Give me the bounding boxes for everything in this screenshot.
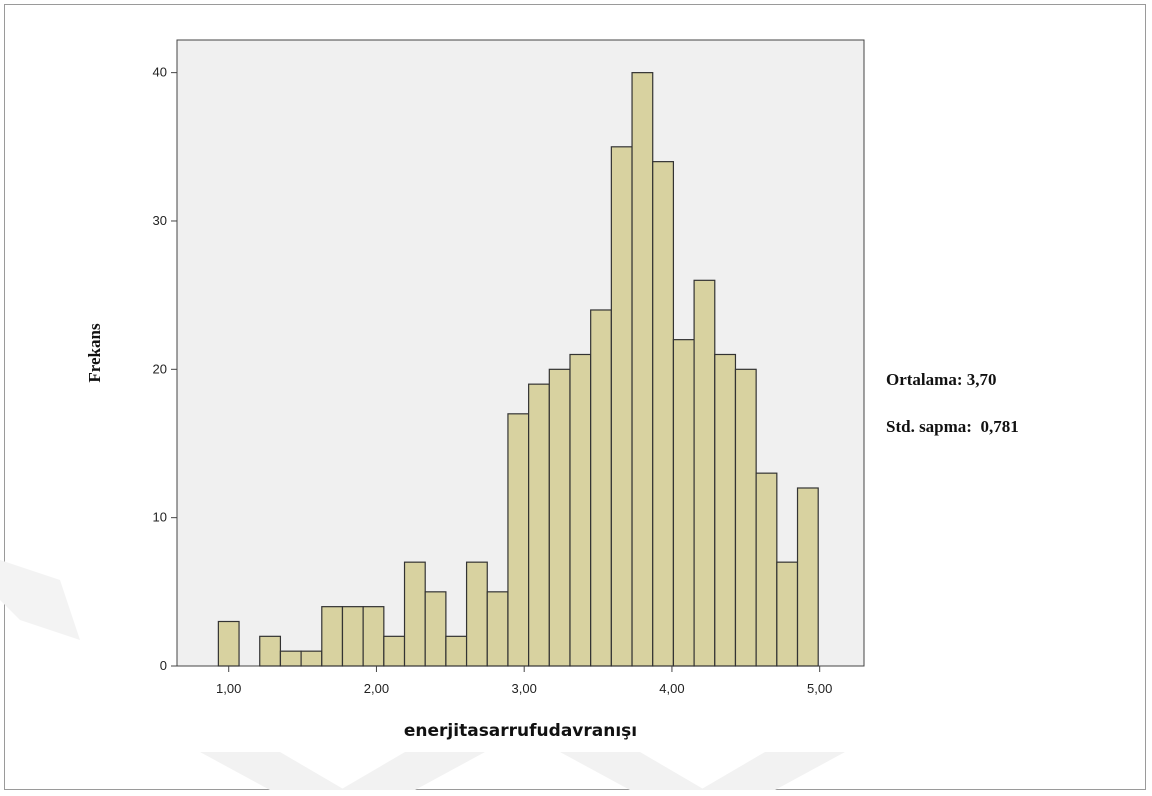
histogram-bar-16 (528, 383, 550, 667)
histogram-bar-9 (383, 635, 406, 667)
histogram-bars (217, 72, 819, 667)
histogram-bar-29 (796, 487, 819, 667)
histogram-bar-6 (321, 606, 344, 667)
histogram-bar-28 (776, 561, 799, 667)
histogram-bar-13 (465, 561, 488, 667)
y-tick-label-10: 10 (153, 510, 167, 525)
histogram-bar-26 (734, 368, 757, 667)
y-tick-label-30: 30 (153, 213, 167, 228)
histogram-bar-25 (714, 353, 737, 667)
y-tick-label-0: 0 (160, 658, 167, 673)
x-axis-title: enerjitasarrufudavranışı (404, 721, 637, 741)
histogram-bar-15 (507, 413, 530, 667)
histogram-bar-18 (569, 353, 592, 667)
histogram-bar-3 (259, 635, 282, 667)
y-axis-title: Frekans (85, 323, 104, 383)
histogram-bar-5 (300, 650, 323, 667)
histogram-bar-27 (755, 472, 778, 667)
histogram-bar-7 (341, 606, 364, 667)
ticks: 0 10 20 30 40 1,00 2,00 3,00 4,00 5,00 (153, 65, 833, 696)
x-tick-label-5: 5,00 (807, 681, 832, 696)
x-tick-label-4: 4,00 (659, 681, 684, 696)
histogram-bar-10 (403, 561, 426, 667)
histogram-bar-14 (486, 591, 509, 667)
std-dev-label: Std. sapma: 0,781 (886, 417, 1019, 436)
histogram-bar-1 (217, 620, 240, 667)
histogram-bar-22 (652, 161, 675, 667)
y-tick-label-40: 40 (153, 65, 167, 80)
histogram-bar-11 (424, 591, 447, 667)
histogram-bar-4 (279, 650, 302, 667)
histogram-bar-8 (362, 606, 385, 667)
x-tick-label-1: 1,00 (216, 681, 241, 696)
x-tick-label-3: 3,00 (512, 681, 537, 696)
y-tick-label-20: 20 (153, 361, 167, 376)
histogram-bar-17 (548, 368, 571, 667)
histogram-bar-23 (672, 339, 695, 667)
x-tick-label-2: 2,00 (364, 681, 389, 696)
histogram-bar-12 (445, 635, 468, 667)
histogram-bar-20 (610, 146, 633, 667)
histogram-bar-19 (590, 309, 612, 667)
histogram-bar-24 (693, 279, 716, 667)
histogram-bar-21 (631, 72, 654, 667)
mean-label: Ortalama: 3,70 (886, 370, 997, 389)
